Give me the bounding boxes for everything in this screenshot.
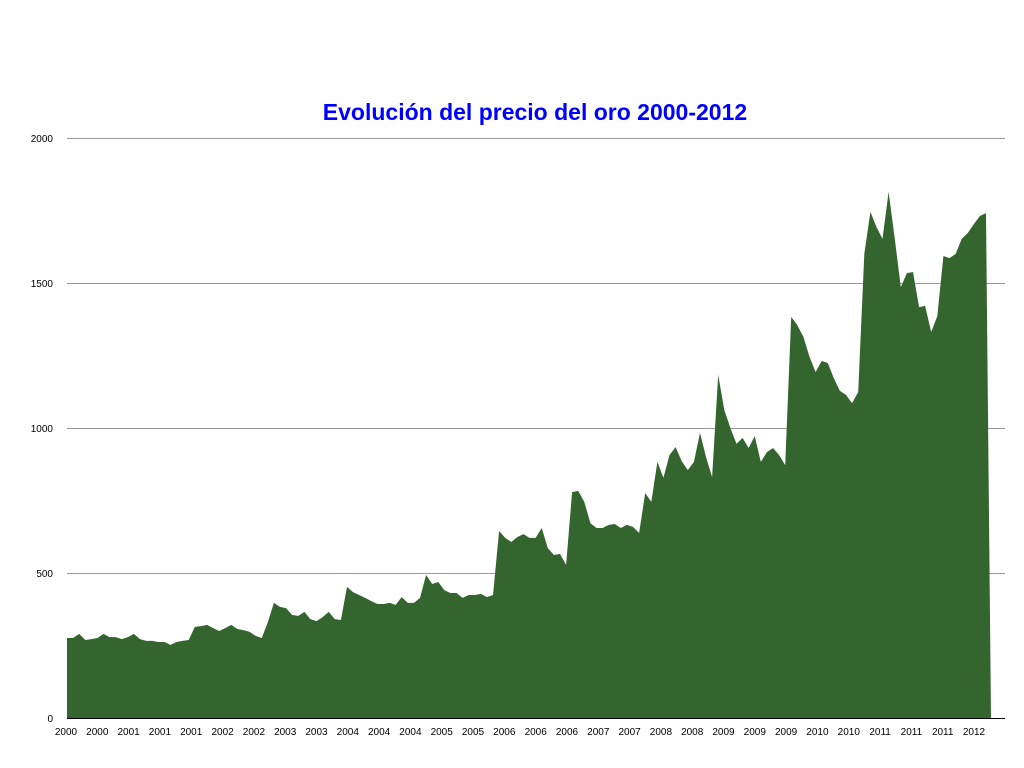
x-tick-label: 2008 [650,727,673,738]
gold-price-area [67,191,991,718]
x-tick-label: 2000 [86,727,109,738]
x-tick-label: 2009 [775,727,798,738]
x-tick-label: 2006 [493,727,516,738]
x-tick-label: 2007 [618,727,641,738]
x-tick-label: 2003 [305,727,328,738]
x-tick-label: 2008 [681,727,704,738]
x-tick-label: 2004 [399,727,422,738]
x-tick-label: 2011 [901,727,923,738]
x-tick-label: 2005 [431,727,454,738]
x-tick-label: 2011 [869,727,891,738]
x-tick-label: 2002 [243,727,266,738]
x-tick-label: 2000 [55,727,78,738]
x-tick-label: 2004 [368,727,391,738]
x-tick-label: 2001 [149,727,172,738]
chart-title: Evolución del precio del oro 2000-2012 [322,99,748,125]
y-tick-label: 2000 [31,134,54,145]
y-tick-label: 0 [47,714,53,725]
y-tick-label: 500 [36,569,53,580]
x-tick-label: 2002 [211,727,234,738]
x-tick-label: 2012 [963,727,986,738]
x-tick-label: 2010 [838,727,861,738]
y-tick-label: 1000 [31,424,54,435]
x-tick-label: 2009 [712,727,735,738]
x-tick-label: 2006 [556,727,579,738]
x-tick-label: 2009 [744,727,767,738]
x-tick-label: 2003 [274,727,297,738]
y-tick-label: 1500 [31,279,54,290]
x-tick-label: 2010 [806,727,829,738]
x-tick-label: 2004 [337,727,360,738]
x-tick-label: 2011 [932,727,954,738]
x-tick-label: 2001 [180,727,203,738]
x-tick-label: 2006 [525,727,548,738]
x-axis-ticks: 2000 2000 2001 2001 2001 2002 2002 2003 2003 2004… [55,727,986,738]
x-tick-label: 2007 [587,727,610,738]
y-axis-ticks: 0 500 1000 1500 2000 [31,134,54,725]
x-tick-label: 2005 [462,727,485,738]
x-tick-label: 2001 [117,727,140,738]
